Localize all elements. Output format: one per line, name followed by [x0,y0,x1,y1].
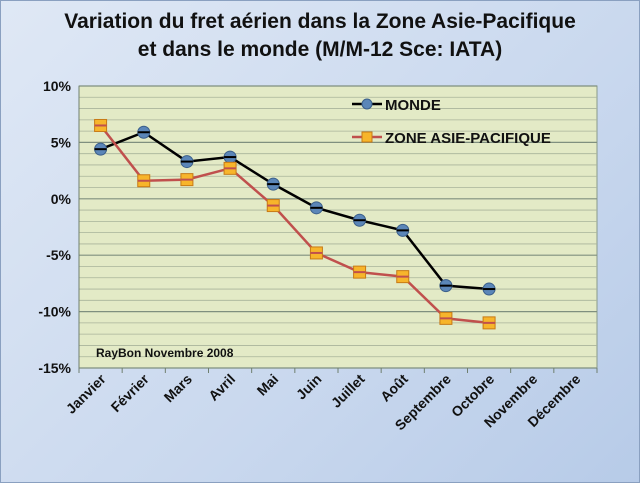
legend-label: MONDE [385,97,441,114]
annotation: RayBon Novembre 2008 [96,346,234,360]
x-tick-label: Janvier [63,370,109,416]
x-tick-label: Mars [161,371,196,406]
x-tick-label: Août [377,371,411,405]
title-line-1: Variation du fret aérien dans la Zone As… [64,10,576,33]
y-tick-label: -15% [38,360,71,376]
legend-marker-monde [361,98,373,110]
y-tick-label: 10% [43,78,72,94]
legend-marker-asie-pacifique [361,131,373,143]
series-line-monde [100,130,490,291]
y-tick-label: -10% [38,304,71,320]
plot-area [78,85,598,369]
title-line-2: et dans le monde (M/M-12 Sce: IATA) [137,38,503,61]
legend-label: ZONE ASIE-PACIFIQUE [385,130,551,147]
x-tick-label: Juillet [328,371,368,411]
y-tick-label: 0% [51,191,72,207]
x-tick-label: Mai [254,371,282,399]
y-tick-label: 5% [51,134,72,150]
x-tick-label: Avril [205,371,238,404]
y-tick-label: -5% [46,247,71,263]
x-tick-label: Février [108,370,153,415]
x-tick-label: Juin [293,371,325,403]
series-line-asie-pacifique [99,124,490,325]
chart-title: Variation du fret aérien dans la Zone As… [0,8,640,64]
